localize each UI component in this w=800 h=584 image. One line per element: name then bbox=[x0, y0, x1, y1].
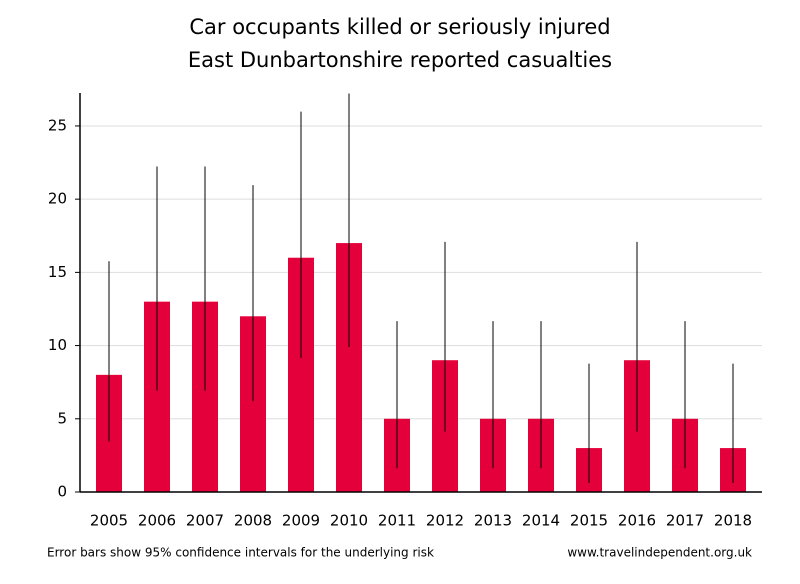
chart-title: Car occupants killed or seriously injure… bbox=[189, 15, 610, 39]
x-tick-label: 2010 bbox=[330, 512, 368, 530]
x-tick-label: 2005 bbox=[90, 512, 128, 530]
x-tick-label: 2009 bbox=[282, 512, 320, 530]
x-tick-label: 2008 bbox=[234, 512, 272, 530]
x-tick-label: 2016 bbox=[618, 512, 656, 530]
footnote: Error bars show 95% confidence intervals… bbox=[47, 546, 434, 560]
y-tick-label: 20 bbox=[48, 190, 67, 208]
y-tick-label: 5 bbox=[57, 409, 67, 427]
x-tick-label: 2015 bbox=[570, 512, 608, 530]
source: www.travelindependent.org.uk bbox=[567, 546, 752, 560]
x-tick-label: 2017 bbox=[666, 512, 704, 530]
y-tick-label: 15 bbox=[48, 263, 67, 281]
x-tick-label: 2013 bbox=[474, 512, 512, 530]
x-tick-label: 2014 bbox=[522, 512, 560, 530]
x-tick-label: 2007 bbox=[186, 512, 224, 530]
y-tick-label: 10 bbox=[48, 336, 67, 354]
x-tick-label: 2018 bbox=[714, 512, 752, 530]
x-tick-label: 2012 bbox=[426, 512, 464, 530]
marks bbox=[96, 93, 746, 492]
y-tick-label: 25 bbox=[48, 116, 67, 134]
x-tick-label: 2006 bbox=[138, 512, 176, 530]
y-tick-label: 0 bbox=[57, 483, 67, 501]
chart-subtitle: East Dunbartonshire reported casualties bbox=[188, 48, 612, 72]
x-tick-label: 2011 bbox=[378, 512, 416, 530]
